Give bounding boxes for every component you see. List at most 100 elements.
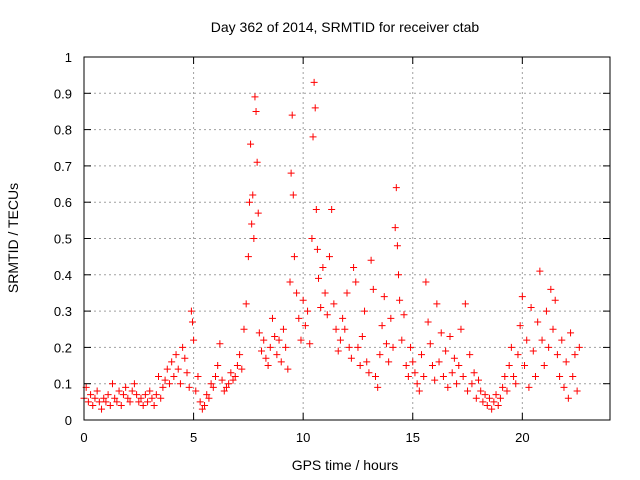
data-point [518,293,526,301]
data-point [155,372,163,380]
data-point [209,383,217,391]
data-point [453,380,461,388]
data-point [457,325,465,333]
data-point [422,278,430,286]
data-point [323,311,331,319]
data-point [356,362,364,370]
data-point [534,318,542,326]
data-point [190,336,198,344]
data-point [248,220,256,228]
data-point [531,372,539,380]
data-point [431,376,439,384]
data-point [450,354,458,362]
x-tick-label: 20 [515,430,529,445]
data-point [391,224,399,232]
data-point [553,351,561,359]
data-point [501,372,509,380]
data-point [521,362,529,370]
data-point [238,365,246,373]
data-point [407,343,415,351]
data-point [439,372,447,380]
x-tick-label: 5 [190,430,197,445]
data-point [516,322,524,330]
data-point [313,245,321,253]
data-point [378,322,386,330]
data-point [382,340,390,348]
data-point [93,387,101,395]
data-point [343,289,351,297]
data-point [472,394,480,402]
data-point [231,372,239,380]
data-point [345,343,353,351]
data-point [115,387,123,395]
data-point [225,380,233,388]
data-point [273,351,281,359]
data-point [130,380,138,388]
data-point [282,343,290,351]
data-point [258,347,266,355]
data-point [194,372,202,380]
data-point [483,401,491,409]
data-point [551,296,559,304]
data-point [315,274,323,282]
data-point [455,362,463,370]
data-point [350,264,358,272]
data-point [87,391,95,399]
data-point [288,111,296,119]
data-point [510,372,518,380]
data-point [505,362,513,370]
data-point [444,383,452,391]
data-point [503,387,511,395]
data-point [325,253,333,261]
data-point [514,351,522,359]
data-point [409,358,417,366]
data-point [222,383,230,391]
data-point [262,354,270,362]
grid-layer [84,57,610,420]
data-point [387,314,395,322]
data-point [198,405,206,413]
data-point [499,383,507,391]
data-point [398,336,406,344]
data-point [106,401,114,409]
data-point [159,383,167,391]
data-point [187,307,195,315]
data-point [124,394,132,402]
data-point [365,369,373,377]
x-tick-label: 0 [80,430,87,445]
data-point [139,401,147,409]
data-point [567,329,575,337]
data-point [95,398,103,406]
data-point [396,296,404,304]
data-point [196,398,204,406]
data-point [496,394,504,402]
y-tick-label: 0.5 [54,232,72,247]
y-tick-label: 1 [65,50,72,65]
data-point [290,253,298,261]
data-point [492,391,500,399]
data-point [523,336,531,344]
plot-frame [83,56,611,421]
data-point [98,405,106,413]
y-tick-label: 0.8 [54,123,72,138]
data-point [100,394,108,402]
data-point [433,300,441,308]
data-point [168,358,176,366]
data-point [163,365,171,373]
data-point [477,387,485,395]
data-point [216,340,224,348]
data-point [304,307,312,315]
data-point [354,343,362,351]
data-point [468,380,476,388]
data-point [254,209,262,217]
data-point [205,394,213,402]
data-point [556,372,564,380]
data-point [459,372,467,380]
data-point [389,343,397,351]
data-point [332,325,340,333]
data-point [361,307,369,315]
data-point [380,293,388,301]
data-point [181,354,189,362]
data-point [367,256,375,264]
data-point [275,336,283,344]
